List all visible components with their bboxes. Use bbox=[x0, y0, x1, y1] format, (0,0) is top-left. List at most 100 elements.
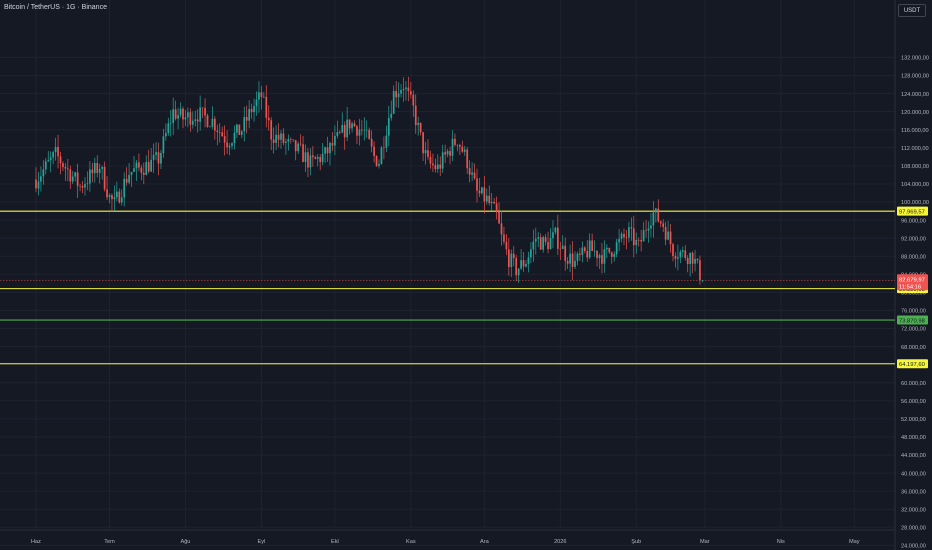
currency-button[interactable]: USDT bbox=[898, 4, 926, 17]
candle-body bbox=[461, 146, 464, 152]
candle-body bbox=[135, 162, 138, 169]
candle-body bbox=[672, 244, 674, 257]
candle-body bbox=[216, 130, 219, 133]
last-price-label: 82.679,97 bbox=[899, 277, 925, 283]
x-tick-label: Kas bbox=[406, 539, 416, 545]
y-tick-label: 104.000,00 bbox=[901, 182, 929, 188]
candle-body bbox=[449, 151, 451, 156]
candle-body bbox=[628, 227, 630, 238]
candle-body bbox=[174, 109, 177, 119]
x-tick-label: Mar bbox=[700, 539, 710, 545]
time-axis[interactable]: Haz Tem Ağu Eyl Ekl Kas Ara 2026 Şub Mar Nis May bbox=[31, 539, 860, 545]
y-tick-label: 80.000,00 bbox=[901, 291, 926, 297]
candle-body bbox=[304, 152, 307, 163]
candle-body bbox=[294, 140, 297, 152]
candle-body bbox=[165, 133, 167, 137]
candle-body bbox=[42, 169, 45, 177]
candle-body bbox=[610, 252, 613, 257]
candle-body bbox=[280, 133, 282, 140]
candle-body bbox=[642, 230, 645, 242]
candle-body bbox=[40, 176, 42, 182]
candle-body bbox=[392, 90, 395, 114]
candle-body bbox=[606, 247, 608, 250]
candle-body bbox=[574, 260, 576, 267]
candle-body bbox=[414, 105, 417, 126]
candle-body bbox=[637, 239, 640, 241]
level-tag-label: 64.197,60 bbox=[899, 362, 925, 368]
candle-body bbox=[650, 225, 652, 229]
candle-body bbox=[302, 144, 304, 163]
candle-body bbox=[287, 138, 290, 142]
candle-body bbox=[118, 191, 121, 203]
candle-body bbox=[319, 157, 322, 163]
candle-body bbox=[701, 280, 704, 281]
candle-body bbox=[258, 92, 260, 100]
candle-body bbox=[689, 252, 691, 264]
candle-body bbox=[591, 240, 593, 251]
candle-body bbox=[422, 132, 424, 154]
candle-body bbox=[103, 166, 106, 190]
candle-body bbox=[557, 227, 559, 249]
candle-body bbox=[527, 257, 530, 265]
candle-body bbox=[544, 237, 547, 242]
candle-body bbox=[84, 184, 86, 188]
candle-body bbox=[684, 250, 687, 258]
candle-body bbox=[598, 255, 601, 259]
candle-body bbox=[424, 150, 427, 154]
candlesticks bbox=[35, 76, 704, 285]
candle-body bbox=[111, 195, 113, 200]
y-tick-label: 36.000,00 bbox=[901, 489, 926, 495]
candle-body bbox=[123, 178, 126, 198]
candle-body bbox=[64, 167, 67, 169]
candle-body bbox=[466, 149, 469, 169]
y-tick-label: 108.000,00 bbox=[901, 164, 929, 170]
candle-body bbox=[321, 153, 324, 163]
candle-body bbox=[120, 197, 123, 203]
candle-body bbox=[133, 168, 135, 172]
candle-body bbox=[476, 178, 478, 191]
candle-body bbox=[289, 138, 292, 140]
y-tick-label: 72.000,00 bbox=[901, 327, 926, 333]
candle-body bbox=[260, 92, 263, 97]
candle-body bbox=[116, 191, 118, 198]
candle-body bbox=[640, 240, 642, 242]
candle-body bbox=[542, 237, 544, 250]
candle-body bbox=[444, 152, 446, 155]
candle-body bbox=[255, 99, 258, 107]
level-tag-label: 73.870,98 bbox=[899, 318, 925, 324]
y-tick-label: 60.000,00 bbox=[901, 381, 926, 387]
candle-body bbox=[206, 115, 209, 127]
candle-body bbox=[326, 147, 329, 154]
candle-body bbox=[336, 132, 339, 136]
candle-body bbox=[473, 172, 476, 179]
candle-body bbox=[552, 232, 554, 239]
candle-body bbox=[62, 163, 64, 168]
candle-body bbox=[520, 260, 522, 269]
y-tick-label: 116.000,00 bbox=[901, 128, 929, 134]
candle-body bbox=[483, 187, 486, 202]
candle-body bbox=[226, 142, 228, 148]
candle-body bbox=[620, 233, 623, 239]
candle-body bbox=[601, 255, 603, 264]
y-tick-label: 32.000,00 bbox=[901, 507, 926, 513]
candle-body bbox=[402, 88, 405, 91]
y-tick-label: 52.000,00 bbox=[901, 417, 926, 423]
candle-body bbox=[201, 107, 204, 109]
candle-body bbox=[446, 151, 449, 155]
candle-body bbox=[375, 156, 378, 166]
price-axis[interactable]: 24.000,00 28.000,00 32.000,00 36.000,00 40.0… bbox=[901, 56, 929, 550]
candle-body bbox=[71, 176, 74, 182]
price-tags: 97.969,5780.829,0373.870,9864.197,6082.6… bbox=[897, 206, 928, 369]
candle-body bbox=[463, 149, 466, 152]
candle-body bbox=[172, 109, 175, 123]
candle-body bbox=[500, 223, 503, 235]
candle-body bbox=[44, 161, 47, 170]
candle-body bbox=[512, 253, 515, 259]
candle-body bbox=[559, 248, 562, 250]
candle-body bbox=[495, 203, 498, 212]
candle-body bbox=[699, 260, 701, 281]
candle-body bbox=[223, 136, 226, 143]
candle-body bbox=[630, 227, 633, 229]
candle-body bbox=[485, 195, 488, 202]
